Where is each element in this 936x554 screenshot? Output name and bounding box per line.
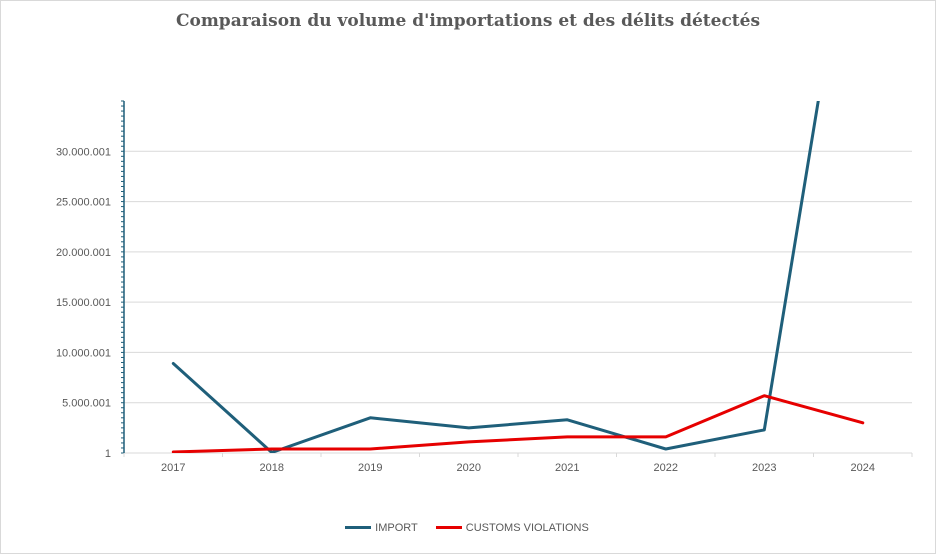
y-tick-label: 20.000.001 [56,247,111,259]
y-tick-label: 5.000.001 [62,398,111,410]
legend-swatch [435,526,462,529]
y-tick-label: 15.000.001 [56,297,111,309]
x-tick-label: 2024 [851,462,875,474]
chart-title: Comparaison du volume d'importations et … [175,11,761,31]
x-tick-label: 2021 [555,462,579,474]
y-tick-label: 1 [105,448,111,460]
y-tick-label: 25.000.001 [56,197,111,209]
legend-label: IMPORT [375,521,418,534]
legend-item-import: IMPORT [345,522,418,534]
y-tick-label: 30.000.001 [56,146,111,158]
x-tick-label: 2018 [260,462,284,474]
x-tick-label: 2020 [457,462,481,474]
y-tick-label: 10.000.001 [56,347,111,359]
x-tick-label: 2019 [358,462,382,474]
chart-legend: IMPORT CUSTOMS VIOLATIONS [0,520,934,534]
series-line-import [171,101,820,453]
x-tick-label: 2022 [654,462,678,474]
legend-label: CUSTOMS VIOLATIONS [465,521,589,534]
series-line-customs-violations [171,394,865,453]
legend-item-customs-violations: CUSTOMS VIOLATIONS [435,521,589,534]
legend-swatch [345,526,372,529]
x-tick-label: 2017 [161,462,185,474]
x-tick-label: 2023 [752,462,776,474]
